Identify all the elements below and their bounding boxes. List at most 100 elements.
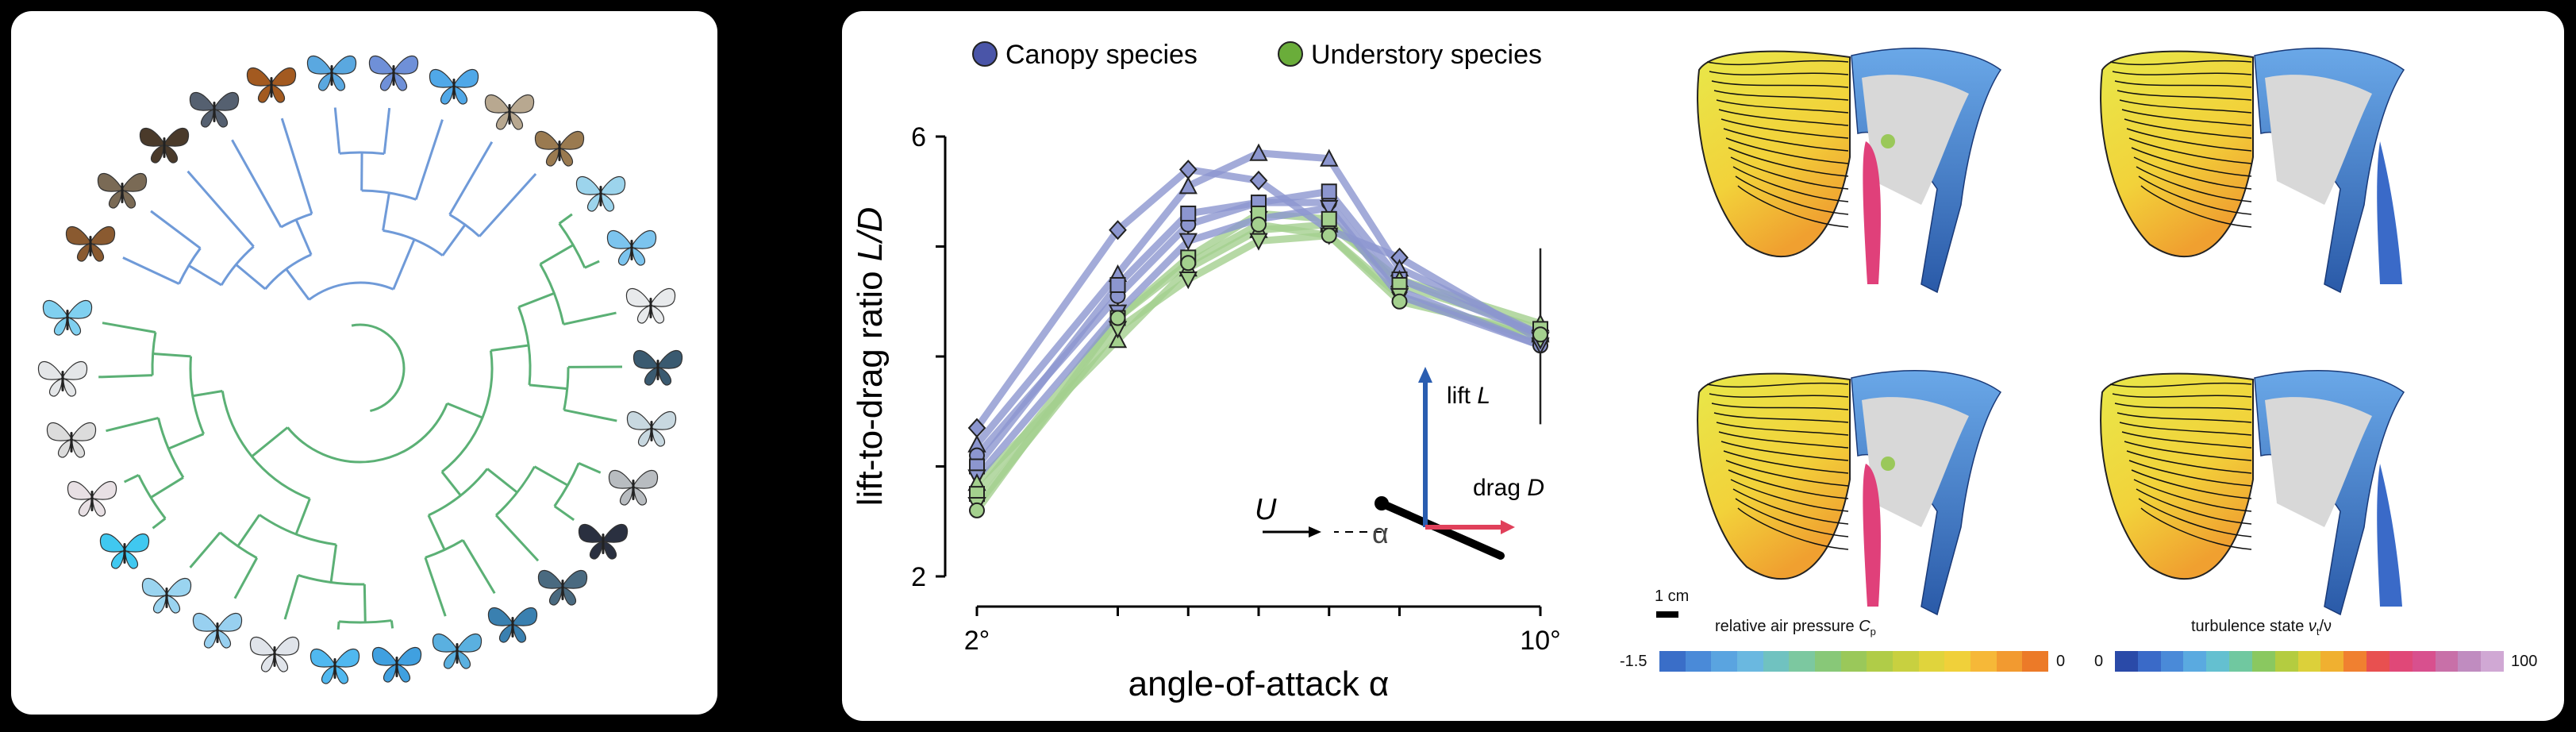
- butterfly-icon: [193, 613, 243, 649]
- streamline: [1709, 393, 1849, 398]
- streamline: [2119, 422, 2252, 436]
- pressure-blob: [1881, 134, 1895, 148]
- butterfly-specimen: [303, 49, 360, 95]
- pressure-colorbar: [1659, 651, 2049, 672]
- colorbar-segment: [2297, 651, 2321, 672]
- wake-region: [2265, 75, 2372, 205]
- tree-branch: [122, 256, 180, 285]
- tree-branch: [441, 224, 467, 256]
- streamline: [1728, 469, 1849, 499]
- colorbar-segment: [2366, 651, 2390, 672]
- butterfly-icon: [432, 633, 483, 669]
- streamline: [1713, 412, 1849, 423]
- butterfly-specimen: [605, 464, 662, 510]
- y-axis-label: lift-to-drag ratio L/D: [851, 207, 890, 507]
- legend-label: Understory species: [1311, 40, 1542, 70]
- freestream-label: U: [1255, 493, 1277, 526]
- butterfly-icon: [310, 648, 360, 684]
- streamline: [1718, 109, 1849, 126]
- data-point: [1178, 233, 1198, 251]
- tree-branch: [106, 417, 159, 433]
- wake-region: [2265, 397, 2372, 527]
- streamline: [2131, 147, 2252, 177]
- colorbar-segment: [1944, 651, 1971, 672]
- data-point: [1251, 216, 1267, 233]
- butterfly-icon: [306, 55, 357, 91]
- butterfly-icon: [97, 172, 148, 209]
- drag-arrowhead: [1501, 520, 1515, 534]
- streamline: [2121, 431, 2252, 449]
- butterfly-specimen: [365, 49, 422, 95]
- streamline: [2117, 412, 2252, 423]
- flow-snapshot: [1697, 48, 2002, 294]
- data-point: [1109, 310, 1126, 326]
- data-point: [1532, 326, 1548, 343]
- tree-branch: [152, 517, 167, 530]
- wake-region: [1862, 75, 1969, 205]
- data-point: [1249, 143, 1268, 161]
- tree-branch: [578, 462, 602, 474]
- butterfly-icon: [249, 637, 300, 672]
- legend-marker: [1278, 41, 1303, 67]
- colorbar-segment: [2251, 651, 2275, 672]
- butterfly-specimen: [368, 641, 425, 687]
- butterfly-icon: [608, 470, 659, 506]
- pressure-max-label: 0: [2056, 653, 2066, 670]
- streamline: [1725, 137, 1849, 164]
- butterfly-specimen: [429, 627, 486, 673]
- pressure-core: [1863, 464, 1881, 607]
- tree-branch: [123, 474, 140, 484]
- tree-branch: [558, 213, 573, 225]
- streamline: [2131, 469, 2252, 499]
- results-panel: Canopy species Understory species 2 6 2° 10°…: [842, 11, 2564, 721]
- butterfly-specimen: [43, 416, 100, 462]
- tree-branch: [189, 531, 221, 568]
- lift-label: lift L: [1447, 383, 1490, 409]
- tree-branch: [235, 264, 267, 291]
- streamline: [2140, 185, 2252, 228]
- tree-branch: [351, 323, 406, 413]
- turbulence-colorbar: [2115, 651, 2505, 672]
- butterfly-specimen: [603, 224, 660, 270]
- tree-branch: [494, 514, 540, 562]
- alpha-label: α: [1372, 517, 1389, 549]
- turbulence-min-label: 0: [2094, 653, 2104, 670]
- colorbar-segment: [2022, 651, 2049, 672]
- streamline: [1711, 403, 1849, 410]
- data-point: [1178, 176, 1198, 195]
- tree-branch: [461, 539, 496, 595]
- wing-surface: [1697, 372, 1851, 580]
- streamline: [2112, 393, 2252, 398]
- chart-axes: 2 6 2° 10° angle-of-attack α lift-to-drag rat…: [851, 122, 1561, 703]
- colorbar-segment: [1659, 651, 1686, 672]
- streamline: [2138, 175, 2252, 215]
- butterfly-specimen: [186, 86, 243, 132]
- tree-branch: [382, 192, 390, 231]
- colorbar-segment: [2389, 651, 2413, 672]
- colorbar-segment: [2412, 651, 2436, 672]
- tree-branch: [486, 468, 518, 494]
- tree-branch: [361, 189, 417, 201]
- tree-branch: [529, 383, 567, 391]
- chart-legend: Canopy species Understory species: [972, 40, 1542, 70]
- colorbar-segment: [2343, 651, 2367, 672]
- butterfly-icon: [190, 91, 240, 128]
- tip-vortex: [2377, 464, 2402, 607]
- tree-branch: [563, 408, 617, 422]
- tree-branch: [251, 426, 289, 458]
- tree-branch: [186, 170, 255, 248]
- colorbar-segment: [1763, 651, 1790, 672]
- colorbar-segment: [1970, 651, 1997, 672]
- colorbar-segment: [1918, 651, 1945, 672]
- streamline: [1730, 479, 1849, 512]
- colorbar-segment: [1840, 651, 1867, 672]
- butterfly-icon: [139, 127, 190, 164]
- pressure-core: [1863, 141, 1881, 284]
- x-tick-label: 2°: [964, 626, 990, 656]
- butterfly-icon: [485, 94, 535, 130]
- tree-branch: [329, 544, 338, 583]
- streamline: [2114, 403, 2252, 410]
- tree-branch: [294, 219, 313, 256]
- legend-marker: [972, 41, 998, 67]
- butterfly-icon: [371, 647, 422, 683]
